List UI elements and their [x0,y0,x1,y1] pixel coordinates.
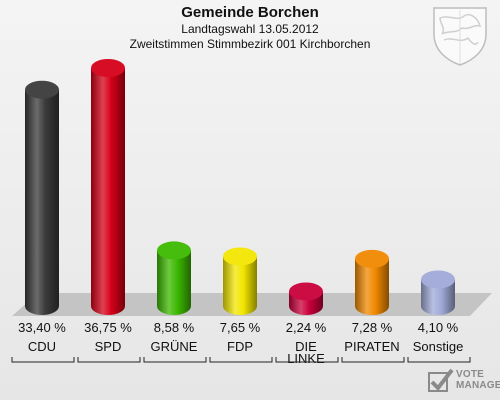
logo-word-manager: MANAGER [456,380,500,391]
category-bracket [275,357,339,363]
category-label: LINKE [287,351,325,366]
chart-subtitle-election: Landtagswahl 13.05.2012 [181,22,319,36]
value-label: 7,65 % [220,320,261,335]
category-bracket [407,357,471,363]
category-bracket [143,357,207,363]
category-bracket [209,357,273,363]
category-bracket [341,357,405,363]
vote-manager-logo: VOTE MANAGER [426,366,500,396]
vote-manager-text: VOTE MANAGER [456,369,500,391]
value-label: 36,75 % [84,320,132,335]
value-label: 7,28 % [352,320,393,335]
category-label: Sonstige [413,339,464,354]
bar-spd [91,59,125,315]
value-label: 4,10 % [418,320,459,335]
checkmark-logo-icon [428,368,454,392]
bar-die-linke [289,282,323,315]
chart-subtitle-district: Zweitstimmen Stimmbezirk 001 Kirchborche… [129,37,371,51]
bar-grüne [157,241,191,315]
coat-of-arms-icon [433,7,487,66]
value-label: 8,58 % [154,320,195,335]
category-bracket [77,357,141,363]
category-label: PIRATEN [344,339,399,354]
value-label: 2,24 % [286,320,327,335]
chart-title: Gemeinde Borchen [181,4,319,21]
bar-sonstige [421,270,455,315]
bar-cdu [25,80,59,315]
logo-word-vote: VOTE [456,369,485,380]
category-label: CDU [28,339,56,354]
value-label: 33,40 % [18,320,66,335]
category-label: GRÜNE [151,339,198,354]
category-label: SPD [95,339,122,354]
category-label: DIE [295,339,317,354]
title-block: Gemeinde Borchen Landtagswahl 13.05.2012… [0,4,500,52]
category-bracket [11,357,75,363]
bar-fdp [223,247,257,315]
bar-piraten [355,249,389,315]
category-label: FDP [227,339,253,354]
